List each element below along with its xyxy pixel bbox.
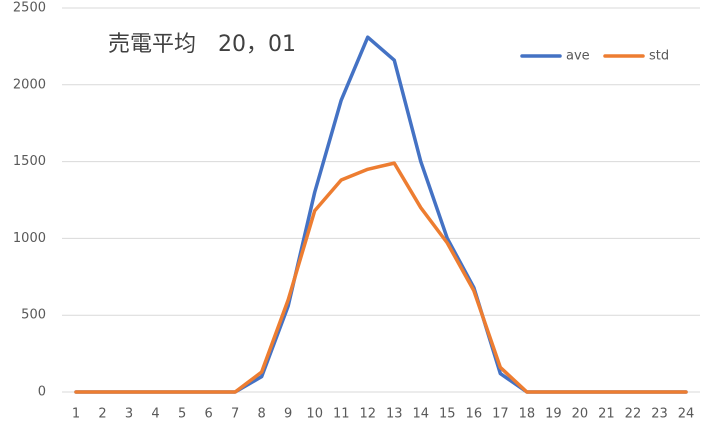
x-tick-label: 22 <box>625 407 642 422</box>
series-line <box>74 35 688 394</box>
y-tick-label: 2500 <box>13 1 46 16</box>
legend-label: std <box>649 49 669 64</box>
x-tick-label: 9 <box>284 407 292 422</box>
x-tick-label: 18 <box>519 407 536 422</box>
x-tick-label: 24 <box>678 407 695 422</box>
x-tick-label: 20 <box>572 407 589 422</box>
y-tick-label: 500 <box>21 308 46 323</box>
x-tick-label: 1 <box>72 407 80 422</box>
x-tick-label: 21 <box>598 407 615 422</box>
x-tick-label: 13 <box>386 407 403 422</box>
x-tick-label: 11 <box>333 407 350 422</box>
x-tick-label: 15 <box>439 407 456 422</box>
x-tick-label: 8 <box>258 407 266 422</box>
series-line <box>74 161 688 394</box>
x-tick-label: 17 <box>492 407 509 422</box>
y-tick-label: 0 <box>38 385 46 400</box>
x-tick-label: 19 <box>545 407 562 422</box>
x-tick-label: 10 <box>306 407 323 422</box>
y-tick-label: 1000 <box>13 231 46 246</box>
x-tick-label: 4 <box>151 407 159 422</box>
x-tick-label: 23 <box>651 407 668 422</box>
x-tick-label: 2 <box>98 407 106 422</box>
x-tick-label: 5 <box>178 407 186 422</box>
x-tick-label: 12 <box>359 407 376 422</box>
x-tick-label: 3 <box>125 407 133 422</box>
x-tick-label: 6 <box>204 407 212 422</box>
legend-label: ave <box>566 49 590 64</box>
x-tick-label: 16 <box>466 407 483 422</box>
x-tick-label: 7 <box>231 407 239 422</box>
chart-title: 売電平均 20，01 <box>108 32 296 57</box>
y-tick-label: 1500 <box>13 154 46 169</box>
y-tick-label: 2000 <box>13 77 46 92</box>
x-tick-label: 14 <box>413 407 430 422</box>
